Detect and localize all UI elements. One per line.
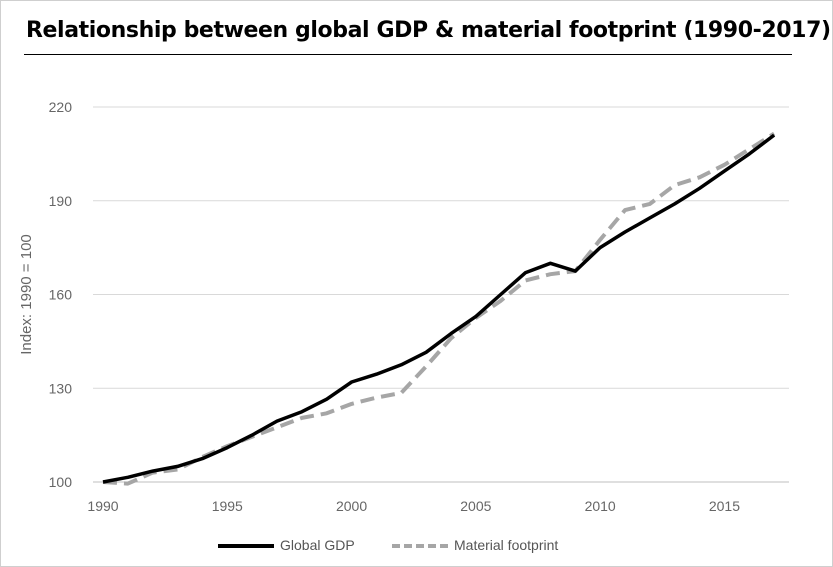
legend-label-material-footprint: Material footprint <box>454 537 559 553</box>
x-tick-label: 2005 <box>460 498 491 514</box>
legend-swatch-dashed <box>392 544 448 548</box>
chart-legend: Global GDP Material footprint <box>0 536 833 560</box>
y-tick-label: 190 <box>49 193 73 209</box>
x-tick-label: 2015 <box>709 498 740 514</box>
series-line-global-gdp <box>102 133 776 484</box>
y-tick-label: 160 <box>49 287 73 303</box>
x-tick-label: 2010 <box>585 498 616 514</box>
y-tick-label: 100 <box>49 474 73 490</box>
chart-title: Relationship between global GDP & materi… <box>26 18 831 43</box>
legend-label-global-gdp: Global GDP <box>280 537 355 553</box>
y-axis-label: Index: 1990 = 100 <box>18 234 35 355</box>
legend-swatch-solid <box>218 544 274 548</box>
y-axis-ticks: 100 130 160 190 220 <box>49 99 73 490</box>
x-axis-ticks: 1990 1995 2000 2005 2010 2015 <box>87 498 740 514</box>
x-tick-label: 2000 <box>336 498 367 514</box>
series-line-material-footprint <box>102 131 776 486</box>
legend-item-material-footprint: Material footprint <box>392 536 612 556</box>
series-lines <box>102 131 776 486</box>
y-tick-label: 220 <box>49 99 73 115</box>
x-tick-label: 1995 <box>212 498 243 514</box>
y-tick-label: 130 <box>49 380 73 396</box>
legend-item-global-gdp: Global GDP <box>218 536 378 556</box>
title-underline <box>24 54 792 55</box>
gridlines <box>93 106 789 389</box>
x-tick-label: 1990 <box>87 498 118 514</box>
